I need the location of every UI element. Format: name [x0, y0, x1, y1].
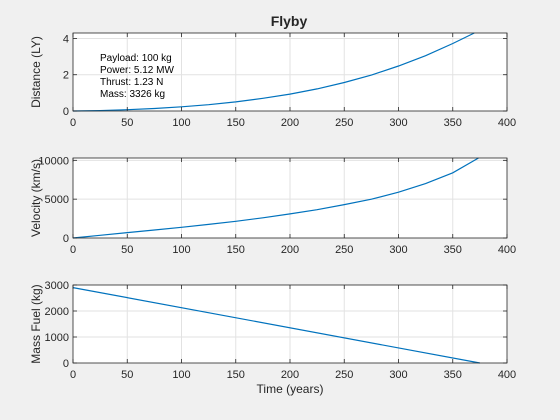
- distance-xtick-label: 150: [227, 117, 245, 129]
- velocity-ytick-label: 5000: [45, 194, 69, 206]
- distance-xtick-label: 200: [281, 117, 299, 129]
- distance-ytick-label: 0: [63, 106, 69, 118]
- velocity-axes: 0 50 100 150 200 250 300 350 400 0 5000 10000Veloci…: [29, 155, 516, 256]
- annotation-mass: Mass: 3326 kg: [100, 89, 165, 100]
- distance-xtick-label: 400: [498, 117, 516, 129]
- annotation-power: Power: 5.12 MW: [100, 65, 174, 76]
- fuel-xtick-label: 200: [281, 369, 299, 381]
- distance-ylabel: Distance (LY): [29, 36, 43, 108]
- velocity-ytick-label: 10000: [38, 155, 69, 167]
- parameter-annotation: Payload: 100 kg Power: 5.12 MW Thrust: 1…: [100, 53, 174, 100]
- axes-layer: 0 50 100 150 200 250 300 350 400 0 2 4 Distance (LY)…: [29, 32, 516, 396]
- fuel-ytick-label: 3000: [45, 280, 69, 292]
- velocity-xtick-label: 50: [121, 244, 133, 256]
- distance-xtick-label: 250: [335, 117, 353, 129]
- velocity-xtick-label: 100: [172, 244, 190, 256]
- fuel-xlabel: Time (years): [257, 382, 324, 396]
- fuel-axes: 0 50 100 150 200 250 300 350 400 0 1000 2000 3000Mas…: [29, 280, 516, 396]
- fuel-xtick-label: 150: [227, 369, 245, 381]
- velocity-ylabel: Velocity (km/s): [29, 159, 43, 237]
- distance-xtick-label: 50: [121, 117, 133, 129]
- velocity-xtick-label: 300: [389, 244, 407, 256]
- fuel-ylabel: Mass Fuel (kg): [29, 284, 43, 363]
- velocity-xtick-label: 350: [444, 244, 462, 256]
- fuel-ytick-label: 0: [63, 358, 69, 370]
- fuel-xtick-label: 50: [121, 369, 133, 381]
- fuel-series-line: [72, 287, 481, 364]
- fuel-ytick-label: 1000: [45, 332, 69, 344]
- fuel-xtick-label: 400: [498, 369, 516, 381]
- fuel-xtick-label: 100: [172, 369, 190, 381]
- velocity-xtick-label: 200: [281, 244, 299, 256]
- annotation-payload: Payload: 100 kg: [100, 53, 172, 64]
- fuel-ytick-label: 2000: [45, 306, 69, 318]
- distance-axes: 0 50 100 150 200 250 300 350 400 0 2 4 Distance (LY): [29, 32, 516, 129]
- fuel-xtick-label: 300: [389, 369, 407, 381]
- velocity-xtick-label: 0: [70, 244, 76, 256]
- velocity-series-line: [72, 157, 479, 239]
- velocity-xtick-label: 400: [498, 244, 516, 256]
- fuel-xtick-label: 0: [70, 369, 76, 381]
- distance-xtick-label: 100: [172, 117, 190, 129]
- distance-xtick-label: 0: [70, 117, 76, 129]
- fuel-xtick-label: 350: [444, 369, 462, 381]
- distance-series-line: [72, 32, 475, 112]
- velocity-xtick-label: 150: [227, 244, 245, 256]
- velocity-xtick-label: 250: [335, 244, 353, 256]
- distance-ytick-label: 4: [63, 33, 69, 45]
- velocity-ytick-label: 0: [63, 233, 69, 245]
- annotation-thrust: Thrust: 1.23 N: [100, 77, 163, 88]
- distance-xtick-label: 350: [444, 117, 462, 129]
- fuel-xtick-label: 250: [335, 369, 353, 381]
- distance-xtick-label: 300: [389, 117, 407, 129]
- distance-ytick-label: 2: [63, 70, 69, 82]
- figure-title: Flyby: [271, 13, 308, 29]
